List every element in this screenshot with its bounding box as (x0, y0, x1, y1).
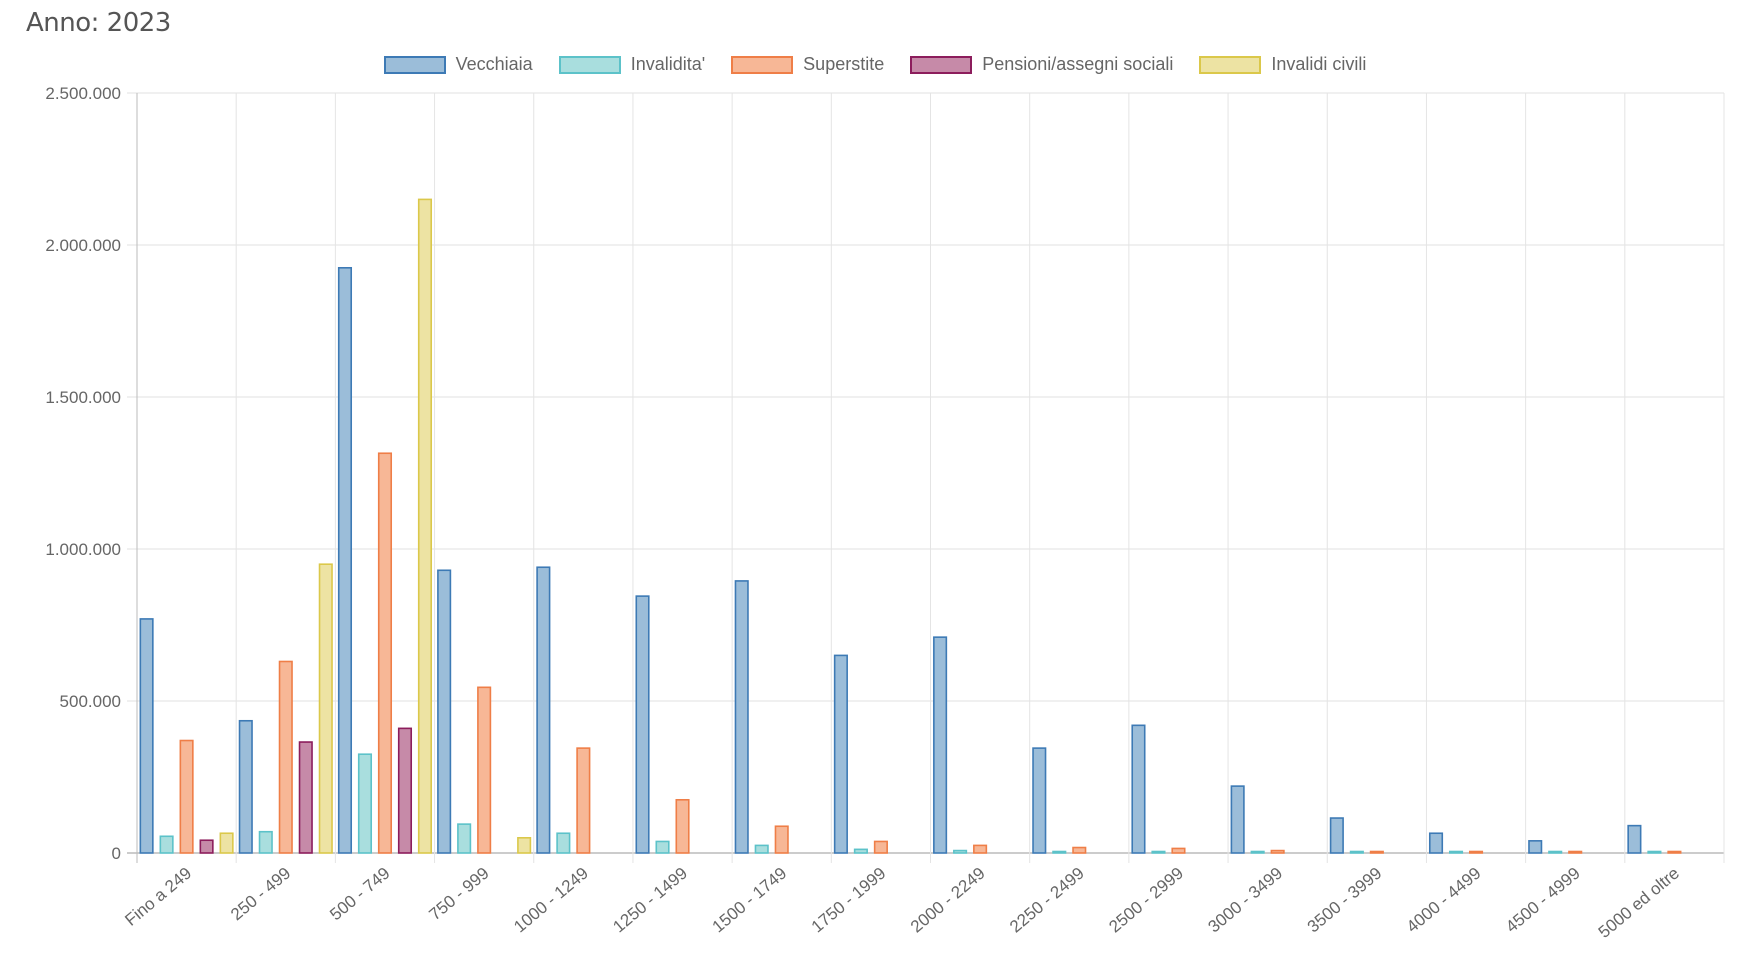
legend-item-3[interactable]: Pensioni/assegni sociali (910, 54, 1173, 75)
y-tick-label: 0 (112, 844, 121, 863)
legend-swatch (910, 55, 973, 74)
bar-2-7 (873, 840, 888, 854)
legend-item-1[interactable]: Invalidita' (558, 54, 706, 75)
bar-2-12 (1369, 850, 1384, 854)
bar-2-1 (278, 660, 293, 854)
x-tick-label: 4000 - 4499 (1403, 864, 1485, 937)
bar-1-7 (853, 848, 868, 854)
legend-swatch (383, 55, 446, 74)
y-tick-label: 2.000.000 (45, 236, 121, 255)
bar-1-12 (1349, 850, 1364, 854)
bar-0-1 (238, 719, 253, 854)
bar-2-8 (973, 844, 988, 854)
y-tick-label: 2.500.000 (45, 84, 121, 103)
bar-0-5 (635, 595, 650, 854)
legend-label: Invalidita' (630, 54, 706, 74)
bar-2-11 (1270, 849, 1285, 854)
y-tick-label: 500.000 (60, 692, 121, 711)
bar-0-4 (536, 566, 551, 854)
bar-0-9 (1032, 747, 1047, 854)
x-tick-label: 1750 - 1999 (808, 864, 890, 937)
legend-item-4[interactable]: Invalidi civili (1199, 54, 1366, 75)
bar-4-2 (417, 198, 433, 854)
bar-0-12 (1329, 817, 1344, 854)
bar-2-14 (1568, 850, 1583, 854)
bar-1-15 (1647, 850, 1662, 854)
y-tick-label: 1.000.000 (45, 540, 121, 559)
x-tick-label: 500 - 749 (326, 864, 393, 925)
x-tick-label: 3000 - 3499 (1204, 864, 1286, 937)
legend-swatch (558, 55, 621, 74)
legend-label: Pensioni/assegni sociali (982, 54, 1174, 74)
bar-0-3 (437, 569, 452, 854)
legend-swatch (1199, 55, 1262, 74)
x-tick-label: 3500 - 3999 (1304, 864, 1386, 937)
bar-2-4 (576, 747, 591, 854)
bar-1-11 (1250, 850, 1265, 854)
bar-0-7 (833, 654, 848, 854)
bar-4-1 (318, 563, 333, 854)
bar-2-2 (377, 452, 393, 854)
bar-0-0 (139, 618, 154, 854)
bar-3-1 (298, 741, 313, 854)
bar-1-3 (457, 823, 472, 854)
x-tick-label: 2000 - 2249 (907, 864, 989, 937)
bar-0-11 (1230, 785, 1245, 854)
legend-label: Superstite (803, 54, 885, 74)
bar-0-14 (1528, 840, 1543, 854)
x-tick-label: 2500 - 2999 (1105, 864, 1187, 937)
bar-0-6 (734, 580, 749, 854)
x-tick-label: 1000 - 1249 (510, 864, 592, 937)
bar-2-10 (1171, 847, 1186, 854)
bar-3-0 (199, 839, 214, 854)
legend-label: Vecchiaia (455, 54, 533, 74)
x-tick-label: 2250 - 2499 (1006, 864, 1088, 937)
bar-1-0 (159, 835, 174, 854)
bar-0-2 (337, 266, 353, 854)
bar-4-0 (219, 832, 234, 854)
bar-1-6 (754, 844, 769, 854)
y-tick-label: 1.500.000 (45, 388, 121, 407)
bar-2-6 (774, 825, 789, 854)
bar-1-14 (1548, 850, 1563, 854)
bar-2-3 (477, 686, 492, 854)
bar-2-15 (1667, 850, 1682, 854)
bar-1-4 (556, 832, 571, 854)
bar-1-8 (953, 849, 968, 854)
bar-3-2 (397, 727, 413, 854)
page-title: Anno: 2023 (26, 8, 171, 38)
bar-2-0 (179, 739, 194, 854)
bar-0-10 (1131, 724, 1146, 854)
bar-2-5 (675, 798, 690, 854)
legend-item-0[interactable]: Vecchiaia (383, 54, 533, 75)
x-tick-label: 750 - 999 (425, 864, 492, 925)
bar-0-8 (933, 636, 948, 854)
legend-item-2[interactable]: Superstite (731, 54, 884, 75)
chart-legend: Vecchiaia Invalidita' Superstite Pensioni/a… (0, 54, 1750, 75)
x-tick-label: 250 - 499 (227, 864, 294, 925)
bar-4-3 (517, 836, 532, 854)
bar-1-10 (1151, 850, 1166, 854)
bar-2-9 (1072, 846, 1087, 854)
x-tick-label: 1500 - 1749 (709, 864, 791, 937)
bar-2-13 (1468, 850, 1484, 854)
legend-swatch (731, 55, 794, 74)
bar-1-5 (655, 840, 670, 854)
x-tick-label: Fino a 249 (121, 864, 195, 930)
x-tick-label: 1250 - 1499 (609, 864, 691, 937)
bar-0-15 (1627, 824, 1642, 854)
bar-1-9 (1052, 850, 1067, 854)
bar-1-1 (258, 830, 273, 854)
bar-1-2 (357, 753, 373, 854)
legend-label: Invalidi civili (1271, 54, 1367, 74)
x-tick-label: 4500 - 4999 (1502, 864, 1584, 937)
x-tick-label: 5000 ed oltre (1595, 864, 1683, 942)
bar-1-13 (1448, 850, 1464, 854)
bar-0-13 (1428, 832, 1444, 854)
